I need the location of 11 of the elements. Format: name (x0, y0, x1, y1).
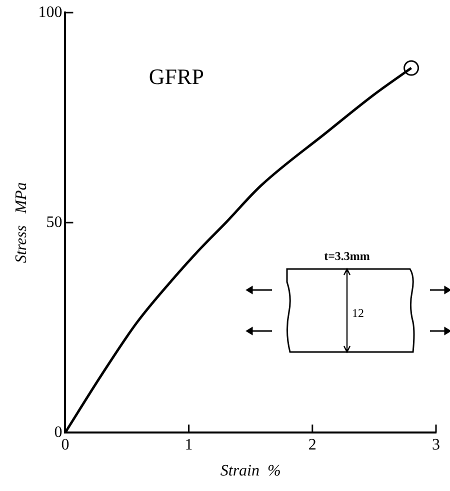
y-tick-label: 0 (54, 424, 62, 441)
y-tick-label: 100 (38, 4, 62, 21)
y-tick-label: 50 (46, 214, 62, 231)
y-axis-title: Stress MPa (12, 182, 30, 263)
x-tick-label: 3 (432, 436, 440, 454)
x-tick-label: 2 (308, 436, 316, 454)
x-axis-title: Strain % (220, 462, 281, 480)
annotation: 12 (352, 306, 364, 320)
text: GFRP (148, 64, 204, 89)
annotation: t=3.3mm (324, 249, 370, 263)
x-tick-label: 1 (184, 436, 193, 454)
